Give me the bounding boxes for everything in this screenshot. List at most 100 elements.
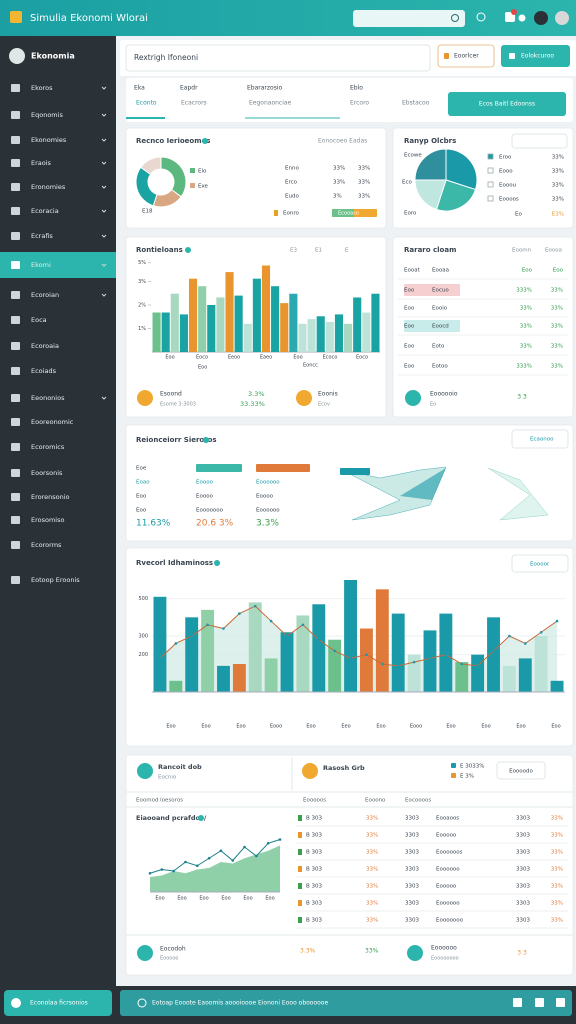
button[interactable] — [496, 761, 546, 780]
nav-item[interactable]: Ekonomies — [31, 136, 67, 144]
table-cell: Eooooooo — [196, 508, 224, 514]
bottom-strip — [120, 990, 572, 1016]
nav-item[interactable]: Ecoracia — [31, 207, 59, 215]
label[interactable]: Eoooodo — [509, 769, 533, 775]
nav-item[interactable]: Eotoop Eroonis — [31, 576, 80, 584]
label[interactable]: E1 — [315, 248, 322, 254]
label: 33% — [552, 169, 564, 175]
tab[interactable]: Eka — [134, 85, 145, 92]
nav-icon — [11, 367, 20, 375]
column-header: Eooooos — [303, 798, 326, 804]
tab[interactable]: Ebstacoo — [402, 100, 430, 107]
table-cell: 3% — [333, 194, 342, 200]
nav-item[interactable]: Eoorsonis — [31, 469, 63, 477]
x-tick-label: Eoo — [551, 724, 560, 730]
table-cell: 33% — [551, 324, 563, 330]
point — [460, 662, 464, 666]
label: Eocodoh — [160, 946, 186, 953]
search-box[interactable] — [353, 10, 465, 27]
chevron — [101, 263, 107, 267]
legend-swatch — [487, 153, 494, 160]
tab[interactable]: Ecacrors — [181, 100, 207, 107]
label: 33% — [552, 155, 564, 161]
button[interactable] — [437, 44, 495, 68]
bottom-button-label[interactable]: Econolaa ficrsonios — [30, 1000, 88, 1007]
nav-item[interactable]: Eqonomis — [31, 111, 63, 119]
settings-icon[interactable] — [518, 14, 526, 22]
nav-item[interactable]: Eoca — [31, 316, 47, 324]
x-tick-label: Ecoco — [323, 355, 338, 361]
nav-item[interactable]: Ecoromics — [31, 443, 65, 451]
chevron — [101, 396, 107, 400]
label: Ecooaso — [338, 211, 359, 217]
table-cell: Eooaoos — [436, 816, 459, 822]
nav-item[interactable]: Ecoroian — [31, 291, 59, 299]
label[interactable]: Ecaonoo — [530, 437, 554, 443]
action-button[interactable] — [448, 92, 566, 116]
x-tick-label: Eeo — [341, 724, 350, 730]
nav-item[interactable]: Ekomi — [31, 261, 51, 269]
action-label[interactable]: Ecos Baitl Edoonss — [479, 101, 535, 108]
table-cell: 33% — [551, 306, 563, 312]
nav-item[interactable]: Erosomiso — [31, 516, 65, 524]
nav-item[interactable]: Ecoiads — [31, 367, 57, 375]
nav-icon — [11, 207, 20, 215]
y-tick-label: 3% — [138, 279, 146, 285]
strip-icon — [137, 998, 147, 1008]
table-cell: Eoooo — [196, 480, 214, 486]
point — [243, 845, 246, 849]
label[interactable]: E — [345, 248, 349, 254]
dropdown[interactable] — [511, 133, 568, 149]
table-cell: 3303 — [516, 884, 530, 890]
nav-item[interactable]: Ecoroaia — [31, 342, 59, 350]
table-cell: 33% — [333, 166, 345, 172]
table-cell: Eooooo — [436, 884, 457, 890]
label: Eoo — [198, 365, 207, 371]
tab[interactable]: Ebararzosio — [247, 85, 283, 92]
tab[interactable]: Eapdr — [180, 85, 198, 92]
button-label[interactable]: Eoorlcer — [454, 53, 479, 60]
nav-item[interactable]: Eooreonomic — [31, 418, 74, 426]
user-icon[interactable] — [476, 12, 486, 22]
label[interactable]: E3 — [290, 248, 297, 254]
row-icon — [298, 900, 302, 906]
nav-item[interactable]: Ekoros — [31, 84, 53, 92]
bottom-button[interactable] — [4, 990, 112, 1016]
label: Eoro — [404, 211, 417, 217]
avatar[interactable] — [534, 11, 548, 25]
nav-item[interactable]: Eronomies — [31, 183, 66, 191]
nav-item[interactable]: Erorensonio — [31, 493, 70, 501]
label: Eoooos — [499, 197, 519, 203]
table-cell: Eoooooo — [256, 480, 280, 486]
nav-icon — [11, 443, 20, 451]
bar — [471, 654, 485, 692]
legend-swatch — [487, 195, 494, 202]
strip-btn[interactable] — [556, 998, 565, 1007]
button-label[interactable]: Eolokcuroo — [521, 53, 554, 60]
tab[interactable]: Eegonaonciae — [249, 100, 292, 107]
nav-item[interactable]: Ecrafis — [31, 232, 53, 240]
tab[interactable]: Ercoro — [350, 100, 369, 107]
dropdown[interactable] — [511, 554, 569, 573]
profile[interactable] — [555, 11, 569, 25]
table-cell: 33% — [358, 180, 370, 186]
dropdown[interactable] — [511, 429, 569, 449]
chevron — [101, 185, 107, 189]
strip-btn[interactable] — [513, 998, 522, 1007]
label[interactable]: Eoooor — [530, 562, 550, 568]
nav-item[interactable]: Eraois — [31, 159, 52, 167]
nav-item[interactable]: Eeononios — [31, 394, 65, 402]
bar — [550, 680, 564, 692]
label: 3 3 — [517, 394, 527, 401]
table-cell: 3303 — [405, 867, 419, 873]
tab[interactable]: Eblo — [350, 85, 363, 92]
tab[interactable]: Econto — [136, 100, 157, 107]
button[interactable] — [501, 45, 570, 67]
indicator — [196, 464, 242, 472]
bar — [216, 297, 225, 352]
nav-item[interactable]: Ecororms — [31, 541, 62, 549]
point — [539, 630, 543, 634]
strip-btn[interactable] — [535, 998, 544, 1007]
table-cell: B 303 — [306, 901, 323, 907]
